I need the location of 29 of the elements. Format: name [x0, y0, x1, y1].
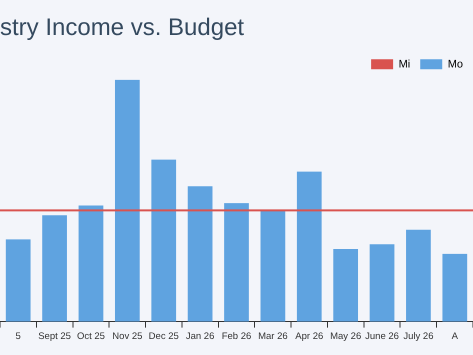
x-tick-label: Sept 25	[38, 330, 71, 342]
bar	[6, 239, 31, 322]
x-tick-label: Mar 26	[258, 330, 288, 342]
bar	[370, 244, 394, 322]
x-tick-label: 5	[16, 330, 21, 342]
bar	[260, 210, 286, 322]
legend-label: Mo	[448, 58, 463, 70]
x-tick-label: Oct 25	[76, 330, 105, 342]
chart-title: stry Income vs. Budget	[0, 14, 244, 42]
bar	[224, 203, 249, 322]
x-tick-label: Dec 25	[148, 330, 179, 342]
x-tick-label: July 26	[403, 330, 434, 342]
x-tick-label: A	[452, 330, 459, 342]
bar	[42, 215, 67, 322]
bar	[333, 249, 358, 322]
bar	[296, 172, 322, 322]
x-tick-label: Apr 26	[295, 330, 324, 342]
x-tick-label: May 26	[330, 330, 362, 342]
x-tick-label: Feb 26	[222, 330, 252, 342]
bar	[151, 160, 176, 322]
bar	[188, 186, 212, 322]
legend-label: Mi	[398, 58, 410, 70]
bar	[442, 254, 468, 322]
bar	[406, 230, 431, 322]
x-tick-label: June 26	[365, 330, 399, 342]
bar	[78, 206, 104, 322]
bar	[114, 80, 140, 322]
x-tick-label: Nov 25	[112, 330, 142, 342]
x-tick-label: Jan 26	[186, 330, 214, 342]
